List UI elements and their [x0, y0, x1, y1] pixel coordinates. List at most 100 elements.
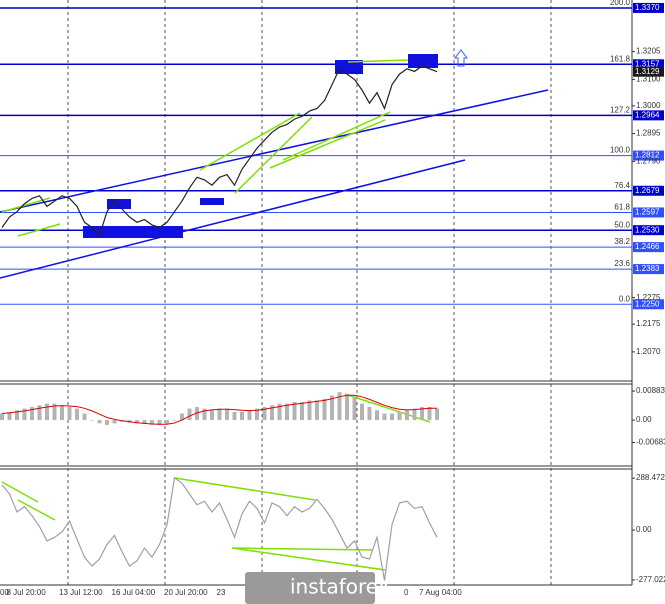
up-arrow: [454, 49, 468, 67]
histogram-bar: [285, 403, 289, 421]
histogram-bar: [217, 408, 222, 421]
histogram-bar: [292, 402, 297, 421]
histogram-bar: [210, 410, 214, 421]
histogram-bar: [412, 408, 417, 421]
histogram-bar: [67, 406, 72, 421]
histogram-bar: [75, 408, 79, 421]
y-tick-label: 1.2895: [636, 129, 661, 138]
histogram-bar: [157, 420, 162, 425]
divergence-lines: [1, 59, 431, 571]
histogram-bar: [322, 398, 327, 421]
x-tick-label: 8 Jul 20:00: [7, 588, 47, 597]
histogram-bar: [7, 411, 12, 421]
histogram-bar: [315, 400, 319, 421]
x-tick-label: 23: [217, 588, 226, 597]
level-box: [633, 150, 664, 161]
level-box: [633, 225, 664, 236]
level-box: [633, 264, 664, 275]
y-tick-label: 1.3100: [636, 74, 661, 83]
histogram-bar: [270, 405, 274, 421]
histogram-bar: [195, 406, 199, 421]
level-box: [633, 242, 664, 253]
histogram-bar: [375, 410, 379, 421]
histogram-bar: [277, 403, 282, 421]
histogram-bar: [52, 403, 57, 421]
watermark: instaforex: [290, 575, 390, 599]
fib-label: 127.2: [610, 105, 631, 114]
histogram-bar: [112, 420, 117, 424]
level-label: 1.2250: [635, 299, 660, 308]
price-line: [1, 65, 438, 237]
histogram-bar: [22, 408, 27, 421]
y-tick-label: 1.2175: [636, 319, 661, 328]
histogram-bar: [15, 410, 19, 421]
watermark-box: [245, 572, 375, 604]
level-label: 1.2383: [635, 264, 660, 273]
x-tick-label: 00: [0, 588, 9, 597]
fib-label: 38.2: [614, 237, 630, 246]
level-box: [633, 2, 664, 13]
histogram-bar: [82, 413, 87, 421]
zone-boxes: [83, 54, 438, 238]
level-box: [633, 59, 664, 70]
signal-line: [1, 394, 437, 425]
histogram-bar: [165, 420, 169, 425]
level-label: 1.3370: [635, 3, 660, 12]
histogram-bar: [142, 420, 147, 425]
level-label: 1.2466: [635, 242, 660, 251]
histogram-bar: [240, 411, 244, 421]
y-tick-label: 1.2790: [636, 157, 661, 166]
histogram-bar: [427, 406, 432, 421]
y-tick-label: 1.2275: [636, 293, 661, 302]
level-label: 1.3157: [635, 59, 660, 68]
y-tick-label: 288.4729: [636, 473, 665, 482]
histogram-bar: [255, 408, 259, 421]
histogram-bar: [307, 400, 312, 421]
fib-label: 23.6: [614, 259, 630, 268]
histogram-bar: [135, 420, 139, 424]
level-label: 1.2679: [635, 186, 660, 195]
y-tick-label: -0.00683: [636, 438, 665, 447]
histogram-bar: [180, 413, 184, 421]
level-label: 1.2530: [635, 225, 660, 234]
fib-label: 0.0: [619, 294, 631, 303]
histogram-bar: [45, 403, 49, 421]
level-label: 1.3129: [635, 67, 660, 76]
price-line: [1, 476, 438, 581]
level-box: [633, 110, 664, 121]
histogram-bar: [150, 420, 154, 425]
y-tick-label: 0.00883: [636, 386, 665, 395]
histogram-bar: [37, 405, 42, 421]
level-box: [633, 299, 664, 310]
x-tick-label: 20 Jul 20:00: [164, 588, 208, 597]
fib-label: 161.8: [610, 54, 631, 63]
channel-lines: [0, 89, 549, 279]
histogram-bar: [172, 420, 177, 421]
histogram-bar: [435, 408, 439, 421]
y-tick-label: 1.2070: [636, 347, 661, 356]
x-tick-label: 13 Jul 12:00: [59, 588, 103, 597]
histogram-bar: [420, 406, 424, 421]
y-tick-label: 0.00: [636, 415, 652, 424]
level-box: [633, 207, 664, 218]
level-box: [633, 66, 664, 77]
level-label: 1.2964: [635, 110, 660, 119]
level-label: 1.2812: [635, 151, 660, 160]
histogram-bar: [300, 402, 304, 421]
y-tick-label: 1.3205: [636, 47, 661, 56]
y-tick-label: 0.00: [636, 525, 652, 534]
x-tick-label: 0: [404, 588, 409, 597]
fib-label: 61.8: [614, 203, 630, 212]
x-tick-label: 7 Aug 04:00: [419, 588, 462, 597]
fib-label: 76.4: [614, 181, 630, 190]
histogram-bar: [360, 403, 364, 421]
session-separators: [67, 0, 552, 585]
fib-label: 200.0: [610, 0, 631, 7]
histogram-bar: [345, 393, 349, 421]
histogram-bar: [390, 413, 394, 421]
histogram-bar: [247, 410, 252, 421]
fib-label: 50.0: [614, 220, 630, 229]
level-label: 1.2597: [635, 208, 660, 217]
